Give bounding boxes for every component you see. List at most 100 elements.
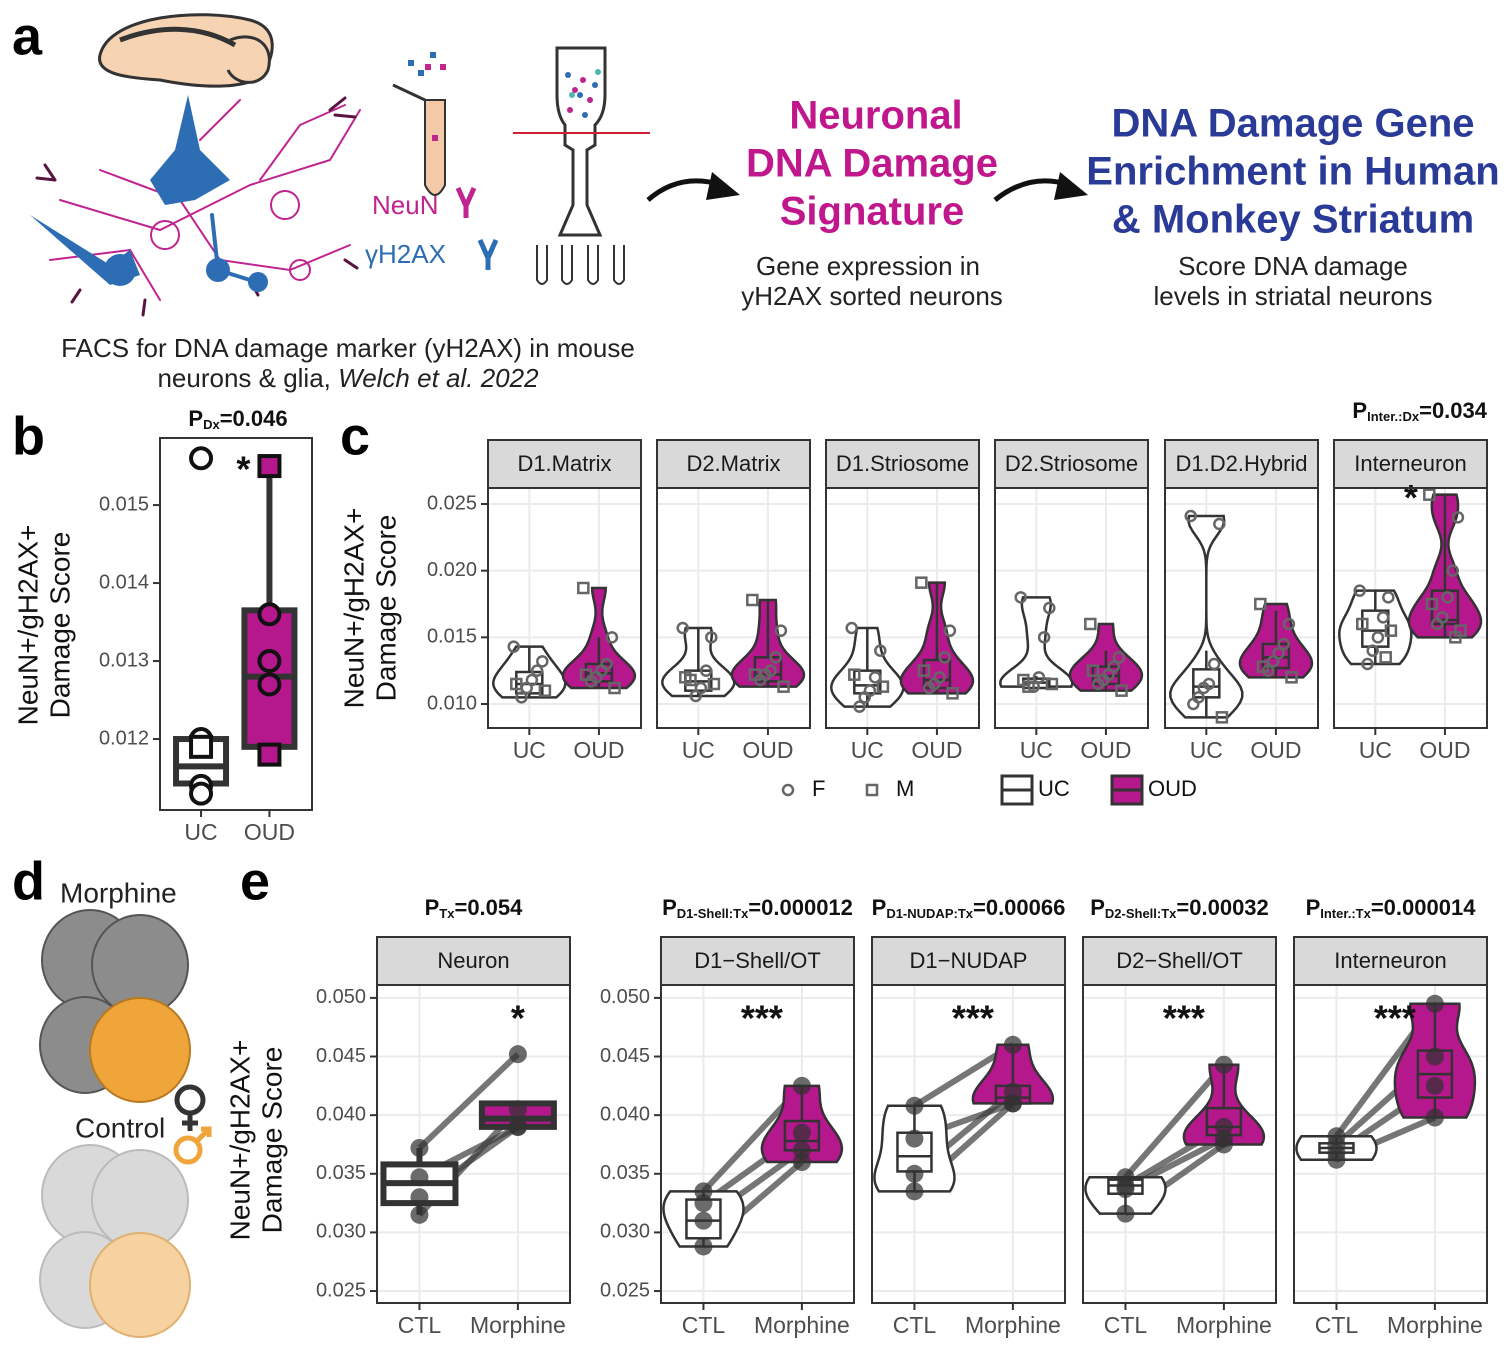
point (1014, 591, 1027, 604)
tube-illustration (392, 52, 499, 270)
point (1214, 1055, 1233, 1074)
point (1003, 1035, 1022, 1054)
point (1254, 597, 1267, 611)
panel-letter: e (240, 851, 270, 911)
legend-label: M (896, 776, 914, 801)
facet-strip (994, 439, 1149, 489)
p-label-rest: =0.00066 (973, 895, 1065, 920)
p-label-sub: D1-NUDAP:Tx (886, 906, 973, 921)
point (1207, 657, 1221, 671)
point (746, 593, 759, 607)
point (922, 681, 936, 695)
point (1449, 631, 1462, 644)
p-label-sub: Dx (203, 417, 220, 432)
point (507, 640, 520, 653)
point (1425, 1108, 1444, 1127)
point (845, 621, 858, 635)
x-tick-label: UC (1190, 737, 1223, 763)
p-label-sub: D1-Shell:Tx (677, 906, 749, 921)
y-tick-label: 0.040 (600, 1103, 650, 1125)
point (1356, 617, 1369, 631)
significance: *** (1163, 998, 1205, 1039)
x-tick-label: CTL (893, 1312, 937, 1338)
panel-border (660, 984, 855, 1304)
step-title: DNA Damage (746, 142, 998, 186)
y-tick-label: 0.045 (600, 1045, 650, 1067)
point (1425, 1047, 1444, 1066)
facet-label: D1−Shell/OT (694, 948, 821, 973)
point (1327, 1150, 1346, 1169)
point (1187, 697, 1200, 711)
neuron-illustration (30, 95, 361, 317)
point (774, 624, 788, 637)
h2ax-label: γH2AX (365, 239, 446, 269)
point (1425, 994, 1444, 1013)
point (943, 624, 957, 637)
point (1446, 564, 1459, 577)
panel-border (159, 437, 313, 811)
panel-letter: b (12, 406, 45, 466)
point (605, 631, 619, 644)
facet-strip (871, 936, 1066, 986)
point (1430, 617, 1444, 631)
point (792, 1153, 811, 1172)
y-tick-label: 0.015 (427, 626, 477, 648)
point (1382, 591, 1395, 604)
p-label-sub: D2-Shell:Tx (1105, 906, 1177, 921)
point (905, 1129, 924, 1148)
point (510, 677, 523, 691)
y-axis-title-line: NeuN+/gH2AX+ (338, 508, 369, 709)
point (905, 1182, 924, 1201)
point (777, 680, 790, 693)
step-text: Score DNA damage (1178, 251, 1408, 281)
violin (1169, 514, 1244, 719)
point (577, 581, 590, 595)
x-tick-label: OUD (1080, 737, 1131, 763)
facet-label: Interneuron (1354, 451, 1467, 476)
significance: *** (741, 998, 783, 1039)
point (853, 700, 866, 713)
y-tick-label: 0.040 (316, 1103, 366, 1125)
point (694, 1194, 713, 1213)
panel-border (825, 487, 980, 729)
facet-label: Neuron (437, 948, 509, 973)
x-tick-label: UC (1020, 737, 1053, 763)
legend-label: F (812, 776, 825, 801)
x-tick-label: CTL (1315, 1312, 1359, 1338)
facet-label: D1.Matrix (517, 451, 611, 476)
significance: *** (1374, 998, 1416, 1039)
x-tick-label: OUD (573, 737, 624, 763)
facet-label: D2.Striosome (1005, 451, 1138, 476)
point (508, 1045, 527, 1064)
y-tick-label: 0.025 (316, 1279, 366, 1301)
point (915, 576, 928, 589)
p-label-sub: Inter.:Dx (1367, 409, 1420, 424)
point (905, 1096, 924, 1115)
x-tick-label: UC (513, 737, 546, 763)
point (1037, 631, 1051, 644)
panel-border (1333, 487, 1488, 729)
point (410, 1138, 429, 1157)
point (257, 649, 282, 674)
panel-letter: a (12, 6, 43, 66)
x-tick-label: OUD (244, 819, 295, 845)
y-tick-label: 0.020 (427, 559, 477, 581)
y-tick-label: 0.035 (316, 1162, 366, 1184)
point (848, 668, 861, 681)
point (1003, 1094, 1022, 1113)
point (508, 1117, 527, 1136)
sorter-illustration (513, 46, 650, 285)
point (1423, 488, 1436, 501)
step-title: Enrichment in Human (1086, 150, 1499, 194)
point (946, 687, 959, 700)
point (257, 602, 282, 627)
point (1361, 657, 1374, 671)
y-axis-title: NeuN+/gH2AX+ Damage Score (338, 508, 401, 709)
p-label: PD2-Shell:Tx=0.00032 (1090, 895, 1269, 922)
point (1091, 677, 1105, 691)
significance: * (236, 449, 250, 490)
x-tick-label: Morphine (1176, 1312, 1272, 1338)
legend-label: OUD (1148, 776, 1197, 801)
facet-strip (660, 936, 855, 986)
